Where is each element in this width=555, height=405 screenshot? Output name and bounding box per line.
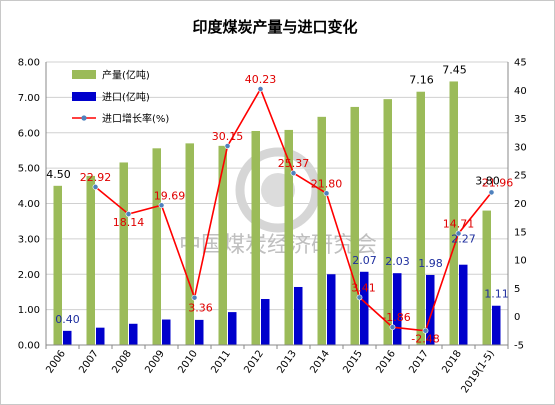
production-bar: [86, 175, 95, 345]
watermark-text: 中国煤炭经济研究会: [179, 233, 377, 258]
growth-rate-data-label: 21.80: [311, 177, 343, 190]
y-left-tick-label: 7.00: [18, 93, 40, 104]
growth-rate-point: [389, 324, 396, 331]
import-bar: [228, 312, 237, 345]
growth-rate-point: [323, 190, 330, 197]
growth-rate-point: [356, 294, 363, 301]
legend-swatch-import: [72, 92, 96, 101]
y-right-tick-label: 45: [514, 58, 527, 69]
import-data-label: 2.27: [451, 233, 476, 246]
y-right-tick-label: 15: [514, 227, 527, 238]
production-bar: [53, 185, 62, 345]
legend-label-production: 产量(亿吨): [102, 69, 150, 82]
y-left-tick-label: 5.00: [18, 164, 40, 175]
import-data-label: 2.03: [385, 255, 410, 268]
y-left-tick-label: 4.00: [18, 199, 40, 210]
growth-rate-point: [158, 202, 165, 209]
production-bar: [119, 162, 128, 345]
growth-rate-data-label: 14.71: [443, 217, 475, 230]
growth-rate-data-label: 3.41: [351, 281, 376, 294]
import-data-label: 1.11: [484, 288, 509, 301]
import-bar: [426, 274, 435, 345]
production-bar: [251, 130, 260, 345]
production-data-label: 4.50: [46, 168, 71, 181]
legend-swatch-production: [72, 70, 96, 79]
import-bar: [294, 286, 303, 345]
chart-title: 印度煤炭产量与进口变化: [192, 18, 357, 36]
production-bar: [218, 145, 227, 345]
y-right-tick-label: 25: [514, 171, 527, 182]
import-bar: [195, 319, 204, 345]
growth-rate-data-label: 30.15: [212, 130, 244, 143]
import-data-label: 2.07: [352, 254, 377, 267]
import-bar: [492, 305, 501, 345]
growth-rate-data-label: 19.69: [154, 189, 186, 202]
production-bar: [152, 148, 161, 345]
import-bar: [261, 299, 270, 345]
y-right-tick-label: 20: [514, 199, 527, 210]
y-right-tick-label: 35: [514, 114, 527, 125]
growth-rate-point: [125, 211, 132, 217]
growth-rate-point: [290, 170, 297, 177]
import-bar: [459, 264, 468, 345]
y-left-tick-label: 1.00: [18, 305, 40, 316]
import-bar: [63, 330, 72, 345]
growth-rate-data-label: -2.48: [411, 333, 439, 346]
import-bar: [393, 273, 402, 345]
production-bar: [383, 99, 392, 345]
production-bar: [482, 210, 491, 345]
y-left-tick-label: 2.00: [18, 270, 40, 281]
production-data-label: 3.80: [475, 175, 500, 188]
import-bar: [327, 274, 336, 345]
growth-rate-point: [191, 294, 198, 301]
growth-rate-point: [422, 327, 429, 334]
growth-rate-data-label: 40.23: [245, 73, 277, 86]
growth-rate-data-label: 18.14: [113, 216, 145, 229]
growth-rate-point: [455, 230, 462, 237]
y-right-tick-label: 10: [514, 256, 527, 267]
production-bar: [449, 81, 458, 346]
production-bar: [350, 106, 359, 346]
production-data-label: 7.16: [409, 74, 434, 87]
y-right-tick-label: 5: [514, 284, 520, 295]
production-data-label: 7.45: [442, 63, 467, 76]
import-data-label: 0.40: [55, 313, 80, 326]
import-bar: [96, 327, 105, 345]
legend-label-import: 进口(亿吨): [102, 91, 150, 104]
y-left-tick-label: 0.00: [18, 341, 40, 352]
growth-rate-data-label: 21.96: [482, 176, 514, 189]
import-bar: [129, 323, 138, 345]
import-data-label: 1.98: [418, 257, 443, 270]
y-left-tick-label: 3.00: [18, 234, 40, 245]
growth-rate-point: [92, 184, 99, 190]
import-bar: [360, 271, 369, 345]
legend-label-growth-rate: 进口增长率(%): [102, 112, 169, 125]
growth-rate-data-label: 3.36: [188, 302, 213, 315]
growth-rate-point: [224, 143, 231, 149]
growth-rate-point: [488, 189, 495, 196]
growth-rate-point: [257, 86, 264, 92]
y-right-tick-label: -5: [514, 341, 524, 352]
y-right-tick-label: 0: [514, 312, 520, 323]
watermark-logo: [235, 147, 321, 233]
production-bar: [185, 143, 194, 345]
y-left-tick-label: 8.00: [18, 58, 40, 69]
production-bar: [317, 116, 326, 345]
production-bar: [416, 91, 425, 345]
import-bar: [162, 319, 171, 345]
growth-rate-data-label: -1.86: [382, 311, 410, 324]
y-right-tick-label: 40: [514, 86, 527, 97]
y-right-tick-label: 30: [514, 142, 527, 153]
production-bar: [284, 129, 293, 345]
growth-rate-data-label: 22.92: [80, 171, 112, 184]
growth-rate-data-label: 25.37: [278, 157, 310, 170]
y-left-tick-label: 6.00: [18, 128, 40, 139]
legend-marker-growth-rate: [81, 115, 87, 121]
